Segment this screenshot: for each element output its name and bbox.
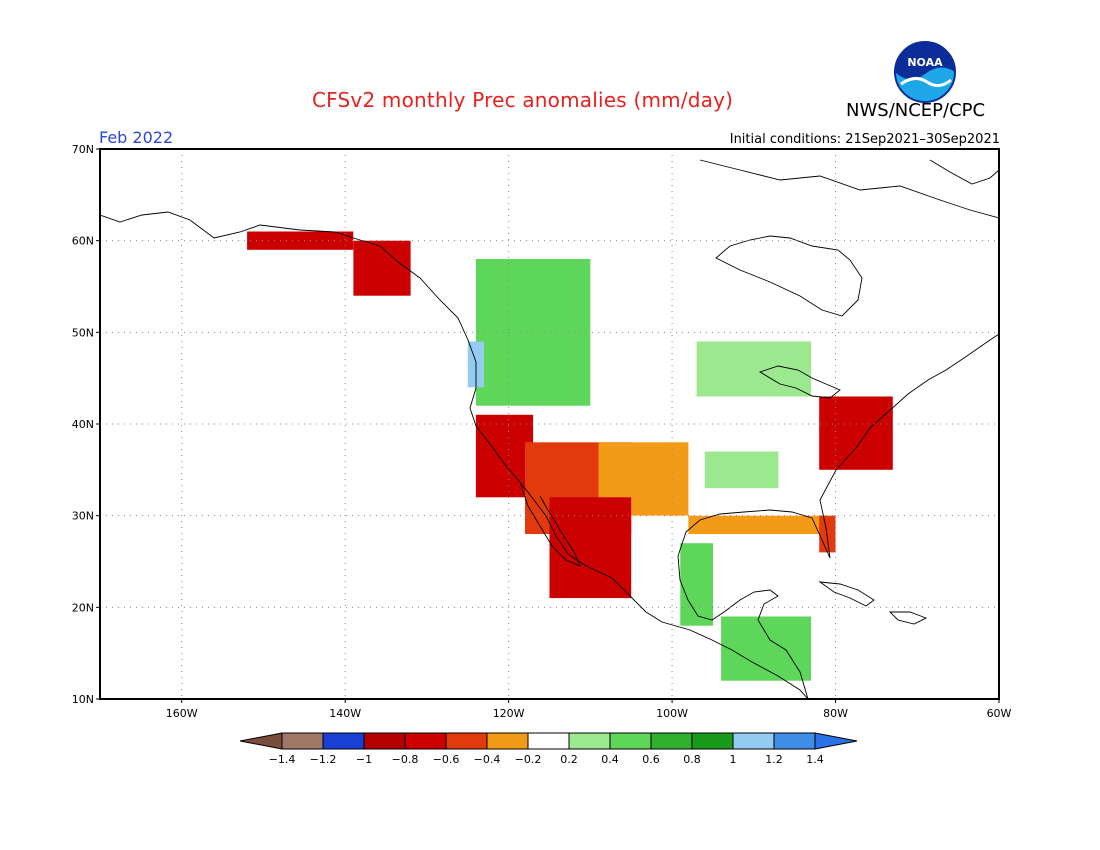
- colorbar-label-3: −1: [356, 753, 372, 766]
- colorbar-swatch-4: [404, 732, 447, 750]
- lon-label-1: 160W: [166, 707, 198, 720]
- lon-label-4: 100W: [656, 707, 688, 720]
- colorbar-label-11: 0.8: [683, 753, 701, 766]
- greenland-edge: [929, 159, 999, 185]
- anomaly-region-14: [721, 616, 811, 681]
- forecast-month: Feb 2022: [99, 128, 174, 147]
- colorbar-label-7: −0.2: [515, 753, 542, 766]
- lat-label-7: 10N: [72, 693, 94, 706]
- anomaly-region-11: [688, 515, 828, 534]
- colorbar-label-4: −0.8: [392, 753, 419, 766]
- colorbar-label-8: 0.2: [560, 753, 578, 766]
- lat-label-6: 20N: [72, 601, 94, 614]
- anomaly-region-13: [680, 543, 713, 626]
- colorbar-label-14: 1.4: [806, 753, 824, 766]
- colorbar-swatch-13: [773, 732, 816, 750]
- lat-label-2: 60N: [72, 235, 94, 248]
- longitude-labels: 160W 140W 120W 100W 80W 60W: [166, 699, 1012, 720]
- baja-california: [519, 481, 581, 567]
- lat-label-1: 70N: [72, 143, 94, 156]
- agency-label: NWS/NCEP/CPC: [846, 100, 986, 121]
- colorbar-label-12: 1: [730, 753, 737, 766]
- lat-label-5: 30N: [72, 510, 94, 523]
- latitude-labels: 70N 60N 50N 40N 30N 20N 10N: [72, 143, 100, 706]
- colorbar: −1.4 −1.2 −1 −0.8 −0.6 −0.4 −0.2 0.2 0.4 0.6 0.8 1 1…: [239, 732, 858, 766]
- cuba: [818, 581, 875, 607]
- colorbar-label-10: 0.6: [642, 753, 660, 766]
- anomaly-region-12: [819, 515, 836, 553]
- colorbar-swatch-12: [732, 732, 775, 750]
- colorbar-swatch-6: [486, 732, 529, 750]
- lon-label-6: 60W: [987, 707, 1012, 720]
- anomaly-region-9: [704, 451, 779, 489]
- colorbar-label-13: 1.2: [765, 753, 783, 766]
- great-lakes: [758, 365, 841, 399]
- hudson-bay: [715, 235, 863, 317]
- colorbar-label-5: −0.6: [433, 753, 460, 766]
- colorbar-swatch-2: [322, 732, 365, 750]
- colorbar-high-arrow: [814, 732, 858, 750]
- colorbar-swatch-1: [281, 732, 324, 750]
- colorbar-label-1: −1.4: [269, 753, 296, 766]
- noaa-logo-icon: NOAA: [894, 41, 956, 103]
- colorbar-swatch-10: [650, 732, 693, 750]
- colorbar-label-6: −0.4: [474, 753, 501, 766]
- north-america-coast: [100, 211, 809, 699]
- coastlines: [100, 159, 999, 699]
- colorbar-low-arrow: [239, 732, 283, 750]
- anomaly-region-15: [549, 497, 632, 599]
- noaa-logo-text: NOAA: [907, 56, 943, 69]
- anomaly-region-3: [475, 259, 591, 406]
- anomaly-region-10: [819, 396, 893, 470]
- anomaly-region-2: [353, 240, 411, 296]
- colorbar-swatch-7: [527, 732, 570, 750]
- arctic-islands: [699, 159, 999, 219]
- chart-title: CFSv2 monthly Prec anomalies (mm/day): [312, 88, 734, 112]
- anomaly-region-6: [475, 414, 534, 498]
- lon-label-3: 120W: [493, 707, 525, 720]
- colorbar-swatch-11: [691, 732, 734, 750]
- anomaly-layer: [247, 231, 893, 681]
- colorbar-swatch-8: [568, 732, 611, 750]
- colorbar-swatch-5: [445, 732, 488, 750]
- lon-label-5: 80W: [823, 707, 848, 720]
- colorbar-label-9: 0.4: [601, 753, 619, 766]
- lon-label-2: 140W: [329, 707, 361, 720]
- gulf-coast: [677, 333, 999, 699]
- colorbar-label-2: −1.2: [310, 753, 337, 766]
- initial-conditions: Initial conditions: 21Sep2021–30Sep2021: [729, 132, 1000, 147]
- colorbar-swatch-9: [609, 732, 652, 750]
- colorbar-swatch-3: [363, 732, 406, 750]
- lat-label-4: 40N: [72, 418, 94, 431]
- hispaniola: [888, 611, 928, 625]
- anomaly-region-1: [247, 231, 354, 250]
- lat-label-3: 50N: [72, 326, 94, 339]
